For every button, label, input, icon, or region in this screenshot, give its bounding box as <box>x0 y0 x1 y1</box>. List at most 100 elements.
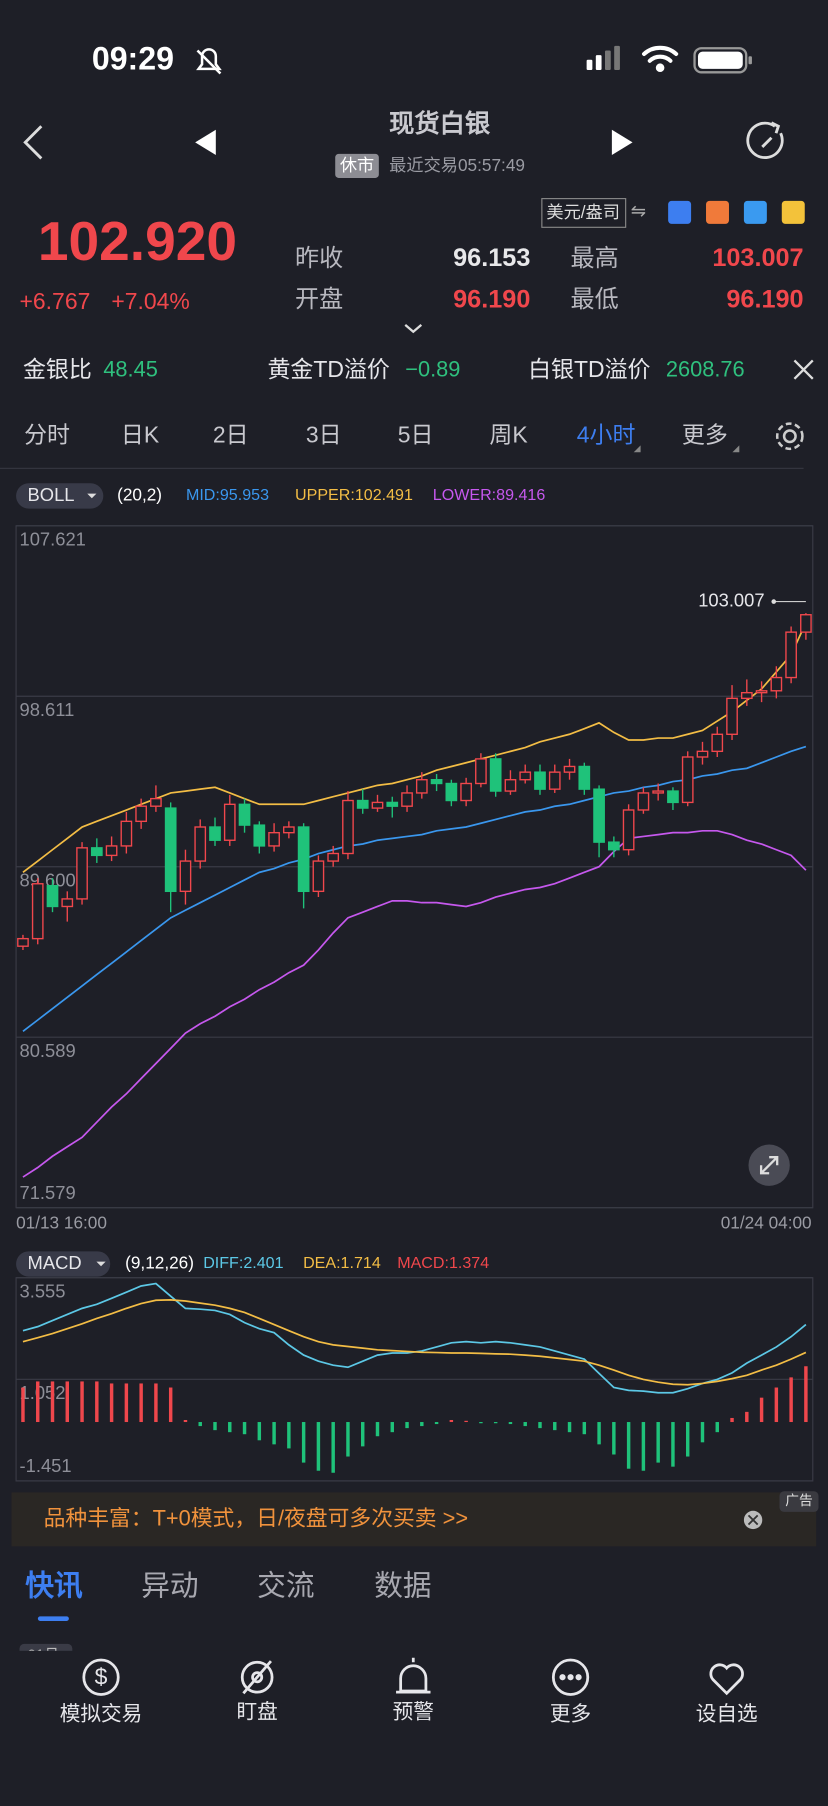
ratio-label: 金银比 <box>23 356 92 382</box>
tool-icon[interactable] <box>706 200 729 224</box>
indicator-chip[interactable] <box>16 483 104 509</box>
period-tab[interactable]: 3日 <box>306 421 342 447</box>
macd-bar <box>626 1422 631 1469</box>
macd-bar <box>464 1420 468 1423</box>
ad-banner[interactable] <box>11 1492 817 1547</box>
expand-quote[interactable] <box>404 324 423 334</box>
period-tab[interactable]: 更多 <box>682 421 728 447</box>
status-text: 休市 <box>340 155 374 175</box>
news-tab[interactable]: 交流 <box>257 1570 314 1602</box>
candle-body <box>430 779 443 785</box>
dollar-sign: $ <box>95 1663 108 1689</box>
nav-icon[interactable] <box>551 1658 590 1696</box>
candle-body <box>209 826 221 841</box>
chip-caret <box>87 493 97 499</box>
next-button[interactable] <box>611 129 633 155</box>
nav-label[interactable]: 模拟交易 <box>60 1703 143 1726</box>
swap-icon[interactable]: ⇋ <box>631 200 646 221</box>
macd-bar <box>774 1387 779 1423</box>
candle-body <box>548 771 561 790</box>
indicator-params: (9,12,26) <box>125 1252 194 1272</box>
max-dot <box>771 599 777 604</box>
back-button[interactable] <box>23 125 43 160</box>
unit-box[interactable] <box>541 198 627 228</box>
candle-body <box>120 820 133 847</box>
nav-icon[interactable] <box>709 1663 744 1696</box>
ad-close[interactable] <box>743 1510 763 1530</box>
period-tab[interactable]: 日K <box>121 421 160 447</box>
macd-bar <box>523 1422 527 1427</box>
macd-bar <box>65 1381 69 1423</box>
macd-bar <box>36 1381 40 1423</box>
candle-body <box>150 797 162 807</box>
stat-label: 开盘 <box>295 286 343 313</box>
macd-bar <box>671 1422 675 1467</box>
y-tick-label: 80.589 <box>20 1040 76 1061</box>
macd-bar <box>154 1383 158 1423</box>
candle-body <box>534 771 546 790</box>
period-tab[interactable]: 周K <box>489 421 528 447</box>
news-tab[interactable]: 数据 <box>374 1570 431 1602</box>
macd-bar <box>553 1422 557 1431</box>
legend-entry: DEA:1.714 <box>303 1254 381 1272</box>
candle-body <box>563 765 576 773</box>
candle-body <box>415 779 428 794</box>
candle-body <box>504 779 517 792</box>
max-label: 103.007 <box>698 589 764 610</box>
indicator-chip[interactable] <box>16 1251 111 1277</box>
news-tab[interactable]: 异动 <box>141 1570 198 1602</box>
y-tick-label: 1.052 <box>20 1382 66 1403</box>
macd-bar <box>449 1419 454 1423</box>
candle-body <box>253 824 266 847</box>
nav-label[interactable]: 设自选 <box>696 1703 758 1726</box>
macd-bar <box>80 1381 84 1423</box>
macd-bar <box>183 1419 188 1423</box>
macd-bar <box>759 1397 764 1423</box>
period-tab[interactable]: 分时 <box>24 421 70 447</box>
tool-icon[interactable] <box>743 200 767 224</box>
macd-bar <box>685 1422 690 1457</box>
stat-value: 96.153 <box>453 244 530 272</box>
tool-icon[interactable] <box>668 200 692 224</box>
candle-body <box>696 750 709 758</box>
last-trade-time: 最近交易05:57:49 <box>389 155 525 175</box>
macd-bar <box>493 1422 498 1424</box>
nav-label[interactable]: 盯盘 <box>236 1700 277 1723</box>
nav-icon[interactable] <box>396 1657 431 1694</box>
signal-icon <box>586 45 620 71</box>
y-tick-label: 71.579 <box>20 1182 76 1203</box>
news-tab[interactable]: 快讯 <box>25 1570 83 1602</box>
period-tab[interactable]: 2日 <box>213 421 249 447</box>
nav-label[interactable]: 更多 <box>550 1703 591 1726</box>
refresh-button[interactable] <box>746 121 784 160</box>
nav-icon[interactable] <box>240 1660 274 1695</box>
unit: 美元/盎司 <box>546 202 620 222</box>
previous-button[interactable] <box>195 129 216 155</box>
x-axis-end: 01/24 04:00 <box>721 1212 812 1232</box>
indicator-line <box>22 829 807 1178</box>
candle-body <box>711 733 724 753</box>
macd-bar <box>287 1422 291 1449</box>
period-tab[interactable]: 5日 <box>398 421 434 447</box>
macd-bar <box>242 1422 247 1435</box>
close-ratios[interactable] <box>793 359 814 380</box>
candle-body <box>76 847 88 900</box>
ratio-value: −0.89 <box>405 357 460 382</box>
ratio-label: 白银TD溢价 <box>528 356 650 382</box>
macd-bar <box>95 1381 99 1423</box>
stat-value: 96.190 <box>453 285 530 313</box>
macd-bar <box>390 1422 394 1433</box>
nav-icon[interactable]: $ <box>82 1658 120 1696</box>
macd-bar <box>21 1387 25 1423</box>
ratio-label: 黄金TD溢价 <box>267 356 389 382</box>
candle-body <box>740 691 753 700</box>
settings-button[interactable] <box>775 422 804 451</box>
nav-label[interactable]: 预警 <box>393 1700 434 1723</box>
stat-value: 96.190 <box>726 285 803 313</box>
ad-tag: 广告 <box>785 1493 813 1508</box>
fullscreen-button[interactable] <box>748 1144 790 1186</box>
tool-icon[interactable] <box>781 200 805 224</box>
period-tab[interactable]: 4小时 <box>577 421 636 447</box>
